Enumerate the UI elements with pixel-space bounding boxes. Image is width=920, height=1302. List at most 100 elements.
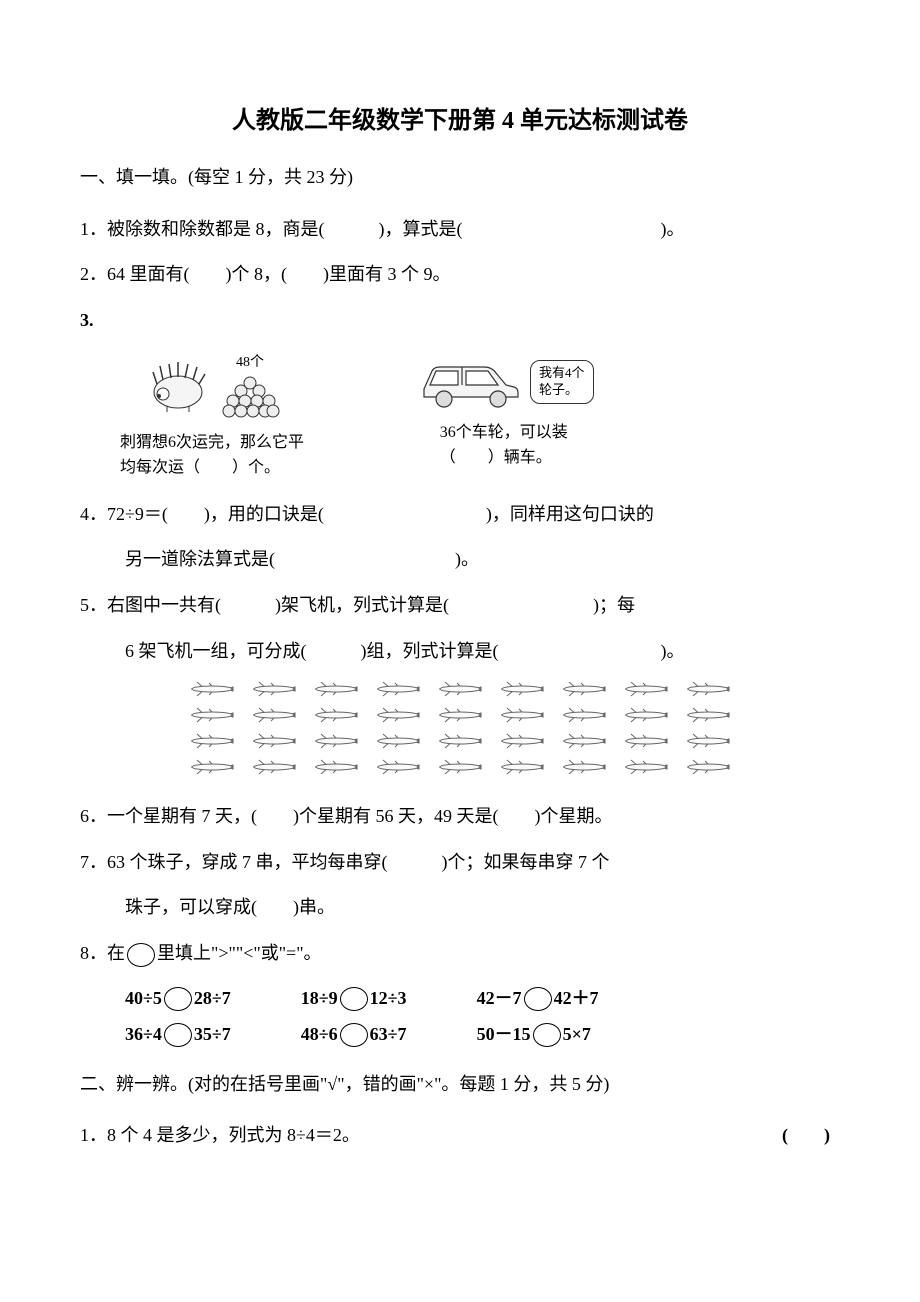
question-7-cont: 珠子，可以穿成( )串。	[80, 888, 840, 928]
car-icon	[414, 351, 524, 414]
question-8: 8．在 里填上">""<"或"="。	[80, 934, 840, 974]
q5-text-b: 6 架飞机一组，可分成( )组，列式计算是( )。	[125, 641, 684, 661]
car-line1: 36个车轮，可以装	[440, 420, 568, 446]
q8r2c3a: 50－15	[477, 1024, 531, 1044]
q8-intro-a: 8．在	[80, 943, 125, 963]
q3-hedgehog-text: 刺猬想6次运完，那么它平 均每次运（ ）个。	[120, 430, 304, 481]
plane-icon	[683, 757, 733, 781]
section-1-header: 一、填一填。(每空 1 分，共 23 分)	[80, 163, 840, 192]
question-5: 5．右图中一共有( )架飞机，列式计算是( )；每	[80, 586, 840, 626]
plane-row	[80, 731, 840, 755]
page-title: 人教版二年级数学下册第 4 单元达标测试卷	[80, 100, 840, 135]
plane-icon	[435, 679, 485, 703]
label-48: 48个	[236, 351, 264, 371]
plane-grid	[80, 679, 840, 781]
plane-icon	[311, 705, 361, 729]
plane-row	[80, 679, 840, 703]
plane-icon	[497, 731, 547, 755]
q8-r1c1: 40÷5 28÷7	[125, 980, 231, 1016]
section-2-header: 二、辨一辨。(对的在括号里画"√"，错的画"×"。每题 1 分，共 5 分)	[80, 1070, 840, 1099]
plane-icon	[187, 679, 237, 703]
plane-icon	[683, 679, 733, 703]
question-3: 3.	[80, 301, 840, 341]
plane-icon	[559, 679, 609, 703]
q5-text-a: 5．右图中一共有( )架飞机，列式计算是( )；每	[80, 595, 635, 615]
q4-text-a: 4．72÷9＝( )，用的口诀是( )，同样用这句口诀的	[80, 504, 654, 524]
plane-icon	[373, 757, 423, 781]
plane-icon	[559, 731, 609, 755]
plane-icon	[249, 679, 299, 703]
plane-icon	[311, 679, 361, 703]
hedgehog-line1: 刺猬想6次运完，那么它平	[120, 430, 304, 456]
q6-text: 6．一个星期有 7 天，( )个星期有 56 天，49 天是( )个星期。	[80, 806, 612, 826]
plane-row	[80, 705, 840, 729]
plane-icon	[373, 705, 423, 729]
plane-icon	[683, 705, 733, 729]
plane-icon	[311, 731, 361, 755]
q8-row-2: 36÷4 35÷7 48÷663÷7 50－15 5×7	[80, 1016, 840, 1052]
fruit-pile-icon	[219, 371, 281, 424]
q2-text: 2．64 里面有( )个 8，( )里面有 3 个 9。	[80, 264, 450, 284]
q3-car-block: 我有4个 轮子。 36个车轮，可以装 （ ）辆车。	[414, 351, 594, 481]
q8-intro-b: 里填上">""<"或"="。	[157, 943, 322, 963]
q8-row-1: 40÷5 28÷7 18÷9 12÷3 42－7 42＋7	[80, 980, 840, 1016]
hedgehog-line2: 均每次运（ ）个。	[120, 455, 304, 481]
question-4: 4．72÷9＝( )，用的口诀是( )，同样用这句口诀的	[80, 495, 840, 535]
plane-row	[80, 757, 840, 781]
q8-r2c1: 36÷4 35÷7	[125, 1016, 231, 1052]
circle-blank-icon	[533, 1023, 561, 1047]
plane-icon	[435, 731, 485, 755]
plane-icon	[187, 705, 237, 729]
s2-question-1: 1．8 个 4 是多少，列式为 8÷4＝2。 ( )	[80, 1116, 840, 1156]
q8r2c1b: 35÷7	[194, 1024, 231, 1044]
q8r2c2a: 48÷6	[301, 1024, 338, 1044]
q3-illustrations: 48个 刺猬想6次运完，那么它平 均每次运（ ）个。	[80, 351, 840, 481]
q8r2c3b: 5×7	[563, 1024, 591, 1044]
plane-icon	[559, 705, 609, 729]
circle-blank-icon	[164, 1023, 192, 1047]
plane-icon	[249, 757, 299, 781]
q8r1c3b: 42＋7	[554, 988, 599, 1008]
plane-icon	[559, 757, 609, 781]
plane-icon	[373, 731, 423, 755]
circle-blank-icon	[340, 1023, 368, 1047]
car-speech-bubble: 我有4个 轮子。	[530, 360, 594, 404]
speech-line1: 我有4个	[539, 365, 585, 380]
q8r1c2a: 18÷9	[301, 988, 338, 1008]
q1-text: 1．被除数和除数都是 8，商是( )，算式是( )。	[80, 219, 684, 239]
q8-r2c2: 48÷663÷7	[301, 1016, 407, 1052]
q8r1c2b: 12÷3	[370, 988, 407, 1008]
q7-text-a: 7．63 个珠子，穿成 7 串，平均每串穿( )个；如果每串穿 7 个	[80, 852, 610, 872]
speech-line2: 轮子。	[539, 382, 578, 397]
s2-q1-text: 1．8 个 4 是多少，列式为 8÷4＝2。	[102, 1116, 360, 1156]
q8r1c1a: 40÷5	[125, 988, 162, 1008]
plane-icon	[435, 757, 485, 781]
plane-icon	[249, 705, 299, 729]
circle-blank-icon	[127, 943, 155, 967]
q3-hedgehog-block: 48个 刺猬想6次运完，那么它平 均每次运（ ）个。	[120, 351, 304, 481]
plane-icon	[187, 731, 237, 755]
plane-icon	[621, 731, 671, 755]
q8r1c1b: 28÷7	[194, 988, 231, 1008]
q8r1c3a: 42－7	[477, 988, 522, 1008]
q8-r1c2: 18÷9 12÷3	[301, 980, 407, 1016]
question-2: 2．64 里面有( )个 8，( )里面有 3 个 9。	[80, 255, 840, 295]
q8r2c1a: 36÷4	[125, 1024, 162, 1044]
q3-num: 3.	[80, 310, 94, 330]
plane-icon	[497, 757, 547, 781]
plane-icon	[683, 731, 733, 755]
s2-q1-paren: ( )	[804, 1116, 830, 1156]
q8-r1c3: 42－7 42＋7	[477, 980, 599, 1016]
plane-icon	[249, 731, 299, 755]
circle-blank-icon	[164, 987, 192, 1011]
plane-icon	[621, 705, 671, 729]
question-4-cont: 另一道除法算式是( )。	[80, 540, 840, 580]
plane-icon	[373, 679, 423, 703]
question-7: 7．63 个珠子，穿成 7 串，平均每串穿( )个；如果每串穿 7 个	[80, 843, 840, 883]
circle-blank-icon	[524, 987, 552, 1011]
car-line2: （ ）辆车。	[440, 445, 568, 471]
plane-icon	[621, 679, 671, 703]
question-6: 6．一个星期有 7 天，( )个星期有 56 天，49 天是( )个星期。	[80, 797, 840, 837]
q3-car-text: 36个车轮，可以装 （ ）辆车。	[440, 420, 568, 471]
plane-icon	[435, 705, 485, 729]
